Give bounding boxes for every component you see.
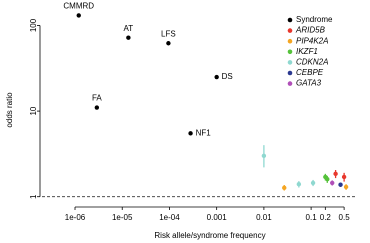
point xyxy=(282,185,287,191)
point xyxy=(341,174,347,180)
legend-marker xyxy=(287,70,293,76)
legend-marker xyxy=(287,17,293,23)
point-label: FA xyxy=(92,94,102,103)
y-tick-label: 10 xyxy=(29,106,38,115)
x-axis-title: Risk allele/syndrome frequency xyxy=(154,231,265,240)
point xyxy=(330,180,335,186)
legend-label: GATA3 xyxy=(296,79,322,88)
point xyxy=(296,181,302,187)
y-tick-label: 1 xyxy=(29,194,38,199)
legend-label: IKZF1 xyxy=(296,47,318,56)
point xyxy=(338,182,343,187)
point-label: AT xyxy=(124,24,134,33)
legend-label: PIP4K2A xyxy=(296,36,328,45)
y-tick-label: 100 xyxy=(29,18,38,32)
x-tick-label: 0.2 xyxy=(320,213,332,222)
x-tick-label: 0.1 xyxy=(306,213,318,222)
legend-marker xyxy=(287,38,293,44)
point xyxy=(166,41,171,46)
legend-label: CEBPE xyxy=(296,68,324,77)
point-label: DS xyxy=(222,72,233,81)
point xyxy=(126,35,131,40)
x-tick-label: 1e-06 xyxy=(65,213,86,222)
legend-marker xyxy=(287,49,293,55)
x-tick-label: 1e-05 xyxy=(112,213,133,222)
point xyxy=(310,180,316,186)
x-tick-label: 0.001 xyxy=(207,213,228,222)
point-label: LFS xyxy=(161,29,176,38)
legend-marker xyxy=(287,81,293,86)
point xyxy=(94,105,100,110)
point xyxy=(343,184,349,190)
y-axis-title: odds ratio xyxy=(5,92,14,128)
point xyxy=(188,131,193,136)
legend-label: ARID5B xyxy=(295,26,326,35)
legend-label: CDKN2A xyxy=(296,58,328,67)
x-tick-label: 0.01 xyxy=(256,213,272,222)
x-tick-label: 0.5 xyxy=(339,213,351,222)
point xyxy=(214,74,219,80)
point xyxy=(325,177,330,182)
point xyxy=(261,153,267,159)
legend-marker xyxy=(287,28,293,33)
legend-marker xyxy=(287,60,293,65)
point-label: CMMRD xyxy=(63,2,94,11)
point xyxy=(333,171,338,177)
point xyxy=(76,13,81,18)
x-tick-label: 1e-04 xyxy=(159,213,180,222)
legend-label: Syndrome xyxy=(296,15,333,24)
point-label: NF1 xyxy=(196,128,212,137)
